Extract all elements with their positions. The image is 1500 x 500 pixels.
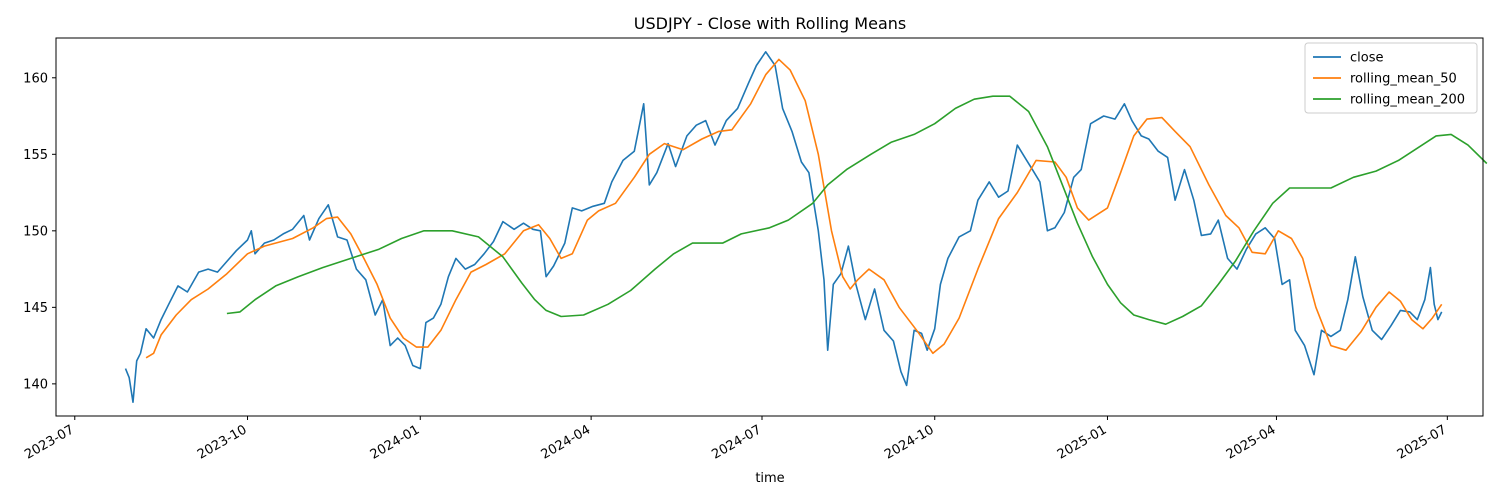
plot-frame [55,37,1484,417]
legend-label: rolling_mean_200 [1350,93,1465,108]
x-axis-title: time [755,471,784,486]
series-line-close [124,51,1443,403]
chart-title: USDJPY - Close with Rolling Means [634,14,906,33]
y-axis: 140 145 150 155 160 [23,71,56,392]
legend-box [1304,42,1478,114]
plot-lines [124,51,1488,403]
y-tick-label: 145 [23,301,48,316]
legend: close rolling_mean_50 rolling_mean_200 [1304,42,1478,114]
legend-label: close [1350,51,1383,66]
y-tick-label: 150 [23,224,48,239]
legend-label: rolling_mean_50 [1350,72,1457,87]
y-tick-label: 160 [23,71,48,86]
y-tick-label: 140 [23,377,48,392]
y-tick-label: 155 [23,148,48,163]
series-line-rolling-mean-50 [145,58,1443,359]
series-line-rolling-mean-200 [226,95,1488,325]
